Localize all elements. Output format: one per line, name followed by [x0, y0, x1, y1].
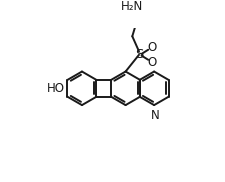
Text: N: N — [150, 109, 159, 122]
Text: O: O — [147, 56, 156, 69]
Text: S: S — [134, 48, 143, 61]
Text: H₂N: H₂N — [121, 0, 143, 13]
Text: O: O — [147, 41, 156, 54]
Text: HO: HO — [47, 82, 65, 95]
